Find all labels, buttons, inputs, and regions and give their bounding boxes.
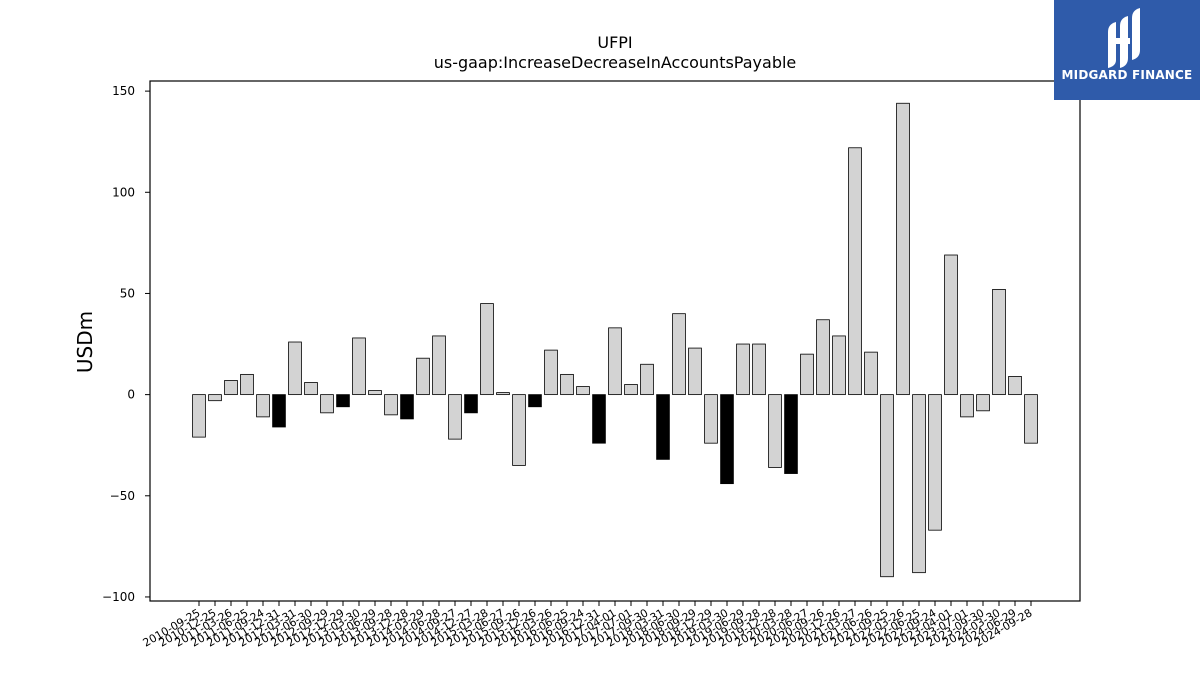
bar-2016-03-26 [544, 349, 558, 396]
bar-2018-09-29 [688, 347, 702, 396]
bar-2010-12-25 [208, 394, 222, 402]
bar-2011-03-26 [224, 380, 238, 396]
chart-title: UFPI [597, 33, 632, 52]
brand-logo: MIDGARD FINANCE [1054, 0, 1200, 100]
y-axis-ticks: −100 −50 0 50 100 150 [102, 84, 150, 604]
bar-2019-09-28 [752, 343, 766, 396]
y-tick-label: 150 [112, 84, 135, 98]
bar-2012-09-29 [320, 394, 334, 414]
bar-2021-06-26 [864, 351, 878, 396]
bar-2020-09-26 [816, 319, 830, 396]
bar-2023-09-30 [976, 394, 990, 412]
bars-layer [192, 102, 1038, 578]
y-tick-label: 100 [112, 185, 135, 199]
bar-2011-12-31 [272, 394, 286, 428]
y-axis-label: USDm [73, 311, 97, 373]
bar-2022-09-24 [928, 394, 942, 531]
bar-2023-07-01 [960, 394, 974, 418]
bar-2016-09-24 [576, 386, 590, 396]
bar-2012-12-29 [336, 394, 350, 408]
bar-2012-03-31 [288, 341, 302, 396]
bar-2012-06-30 [304, 382, 318, 396]
bar-2017-04-01 [608, 327, 622, 396]
bar-2013-06-29 [368, 390, 382, 396]
bar-2023-04-01 [944, 254, 958, 396]
y-tick-label: −50 [110, 489, 135, 503]
bar-2016-06-25 [560, 373, 574, 396]
bar-2022-06-25 [912, 394, 926, 574]
bar-2020-06-27 [800, 353, 814, 396]
bar-2013-09-28 [384, 394, 398, 416]
chart-subtitle: us-gaap:IncreaseDecreaseInAccountsPayabl… [434, 53, 797, 72]
bar-2011-09-24 [256, 394, 270, 418]
bar-2015-03-28 [480, 303, 494, 396]
bar-2014-06-28 [432, 335, 446, 396]
bar-2016-12-31 [592, 394, 606, 444]
bar-2018-03-31 [656, 394, 670, 460]
bar-2018-06-30 [672, 313, 686, 396]
y-tick-label: 50 [120, 286, 135, 300]
bar-2020-12-26 [832, 335, 846, 396]
y-tick-label: 0 [127, 388, 135, 402]
brand-name: MIDGARD FINANCE [1061, 68, 1193, 82]
bar-2017-07-01 [624, 384, 638, 396]
bar-2015-12-26 [528, 394, 542, 408]
bar-2014-09-27 [448, 394, 462, 440]
bar-2020-03-28 [784, 394, 798, 474]
bar-2013-03-30 [352, 337, 366, 396]
bar-2011-06-25 [240, 373, 254, 396]
bar-2022-03-26 [896, 102, 910, 396]
bar-2010-09-25 [192, 394, 206, 438]
bar-2019-06-29 [736, 343, 750, 396]
bar-2019-12-28 [768, 394, 782, 468]
bar-2024-09-28 [1024, 394, 1038, 444]
bar-2015-06-27 [496, 392, 510, 396]
bar-2021-09-25 [880, 394, 894, 578]
bar-2013-12-28 [400, 394, 414, 420]
y-tick-label: −100 [102, 590, 135, 604]
bar-2015-09-26 [512, 394, 526, 466]
bar-2014-03-29 [416, 357, 430, 396]
midgard-logo-icon [1108, 8, 1140, 68]
bar-2021-03-27 [848, 147, 862, 396]
bar-2014-12-27 [464, 394, 478, 414]
plot-frame [149, 80, 1081, 602]
bar-2017-09-30 [640, 363, 654, 396]
bar-2018-12-29 [704, 394, 718, 444]
bar-2019-03-30 [720, 394, 734, 485]
x-axis-ticks: 2010-09-252010-12-252011-03-262011-06-25… [141, 601, 1035, 650]
bar-2024-03-30 [992, 288, 1006, 396]
bar-2024-06-29 [1008, 376, 1022, 396]
